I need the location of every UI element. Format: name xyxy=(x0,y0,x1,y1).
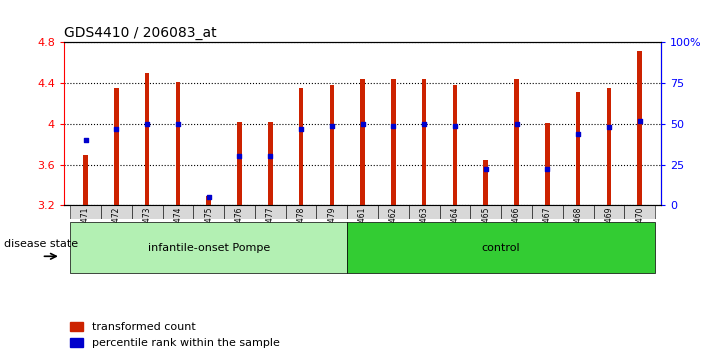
Point xyxy=(111,126,122,132)
FancyBboxPatch shape xyxy=(409,205,439,219)
Point xyxy=(234,154,245,159)
Text: GSM947475: GSM947475 xyxy=(204,207,213,253)
Point xyxy=(480,167,491,172)
Point xyxy=(449,123,461,129)
Bar xyxy=(545,123,550,205)
Point xyxy=(295,126,306,132)
Text: disease state: disease state xyxy=(4,239,77,249)
Point xyxy=(603,124,614,130)
FancyBboxPatch shape xyxy=(347,205,378,219)
Text: GSM947472: GSM947472 xyxy=(112,207,121,253)
Text: GSM947468: GSM947468 xyxy=(574,207,582,253)
Point xyxy=(264,154,276,159)
Text: GSM947461: GSM947461 xyxy=(358,207,367,253)
FancyBboxPatch shape xyxy=(70,222,347,273)
FancyBboxPatch shape xyxy=(101,205,132,219)
Point xyxy=(542,167,553,172)
Bar xyxy=(114,88,119,205)
Text: GDS4410 / 206083_at: GDS4410 / 206083_at xyxy=(64,26,217,40)
FancyBboxPatch shape xyxy=(562,205,594,219)
Bar xyxy=(360,79,365,205)
FancyBboxPatch shape xyxy=(624,205,655,219)
Text: GSM947473: GSM947473 xyxy=(143,207,151,253)
Text: GSM947470: GSM947470 xyxy=(635,207,644,253)
Bar xyxy=(237,122,242,205)
FancyBboxPatch shape xyxy=(163,205,193,219)
FancyBboxPatch shape xyxy=(316,205,347,219)
Point xyxy=(419,121,430,127)
Text: infantile-onset Pompe: infantile-onset Pompe xyxy=(148,243,269,253)
Text: GSM947469: GSM947469 xyxy=(604,207,614,253)
FancyBboxPatch shape xyxy=(70,205,101,219)
Text: GSM947471: GSM947471 xyxy=(81,207,90,253)
Bar xyxy=(391,79,396,205)
Bar xyxy=(483,160,488,205)
FancyBboxPatch shape xyxy=(471,205,501,219)
Point xyxy=(572,131,584,137)
Text: GSM947465: GSM947465 xyxy=(481,207,491,253)
Text: GSM947478: GSM947478 xyxy=(296,207,306,253)
Text: GSM947467: GSM947467 xyxy=(542,207,552,253)
Bar xyxy=(637,51,642,205)
Text: GSM947466: GSM947466 xyxy=(512,207,521,253)
Text: GSM947464: GSM947464 xyxy=(451,207,459,253)
FancyBboxPatch shape xyxy=(132,205,163,219)
Bar xyxy=(206,196,211,205)
Text: GSM947462: GSM947462 xyxy=(389,207,398,253)
Point xyxy=(141,121,153,127)
Point xyxy=(510,121,522,127)
Text: GSM947477: GSM947477 xyxy=(266,207,274,253)
Bar xyxy=(422,79,427,205)
Bar xyxy=(453,85,457,205)
Bar xyxy=(83,155,88,205)
Point xyxy=(172,121,183,127)
Text: GSM947474: GSM947474 xyxy=(173,207,183,253)
Bar xyxy=(299,88,304,205)
Point xyxy=(357,121,368,127)
FancyBboxPatch shape xyxy=(439,205,471,219)
Text: GSM947476: GSM947476 xyxy=(235,207,244,253)
Bar xyxy=(606,88,611,205)
FancyBboxPatch shape xyxy=(594,205,624,219)
FancyBboxPatch shape xyxy=(286,205,316,219)
Bar xyxy=(268,122,272,205)
FancyBboxPatch shape xyxy=(501,205,532,219)
FancyBboxPatch shape xyxy=(378,205,409,219)
Text: GSM947479: GSM947479 xyxy=(327,207,336,253)
Text: control: control xyxy=(482,243,520,253)
Bar xyxy=(576,92,580,205)
Text: GSM947463: GSM947463 xyxy=(419,207,429,253)
FancyBboxPatch shape xyxy=(532,205,562,219)
Bar xyxy=(145,73,149,205)
FancyBboxPatch shape xyxy=(255,205,286,219)
Point xyxy=(80,137,91,143)
FancyBboxPatch shape xyxy=(347,222,655,273)
Point xyxy=(387,123,399,129)
Legend: transformed count, percentile rank within the sample: transformed count, percentile rank withi… xyxy=(70,322,279,348)
Bar xyxy=(514,79,519,205)
Point xyxy=(634,118,646,124)
Bar xyxy=(176,82,180,205)
FancyBboxPatch shape xyxy=(193,205,224,219)
Point xyxy=(203,194,215,200)
Bar xyxy=(329,85,334,205)
FancyBboxPatch shape xyxy=(224,205,255,219)
Point xyxy=(326,123,338,129)
